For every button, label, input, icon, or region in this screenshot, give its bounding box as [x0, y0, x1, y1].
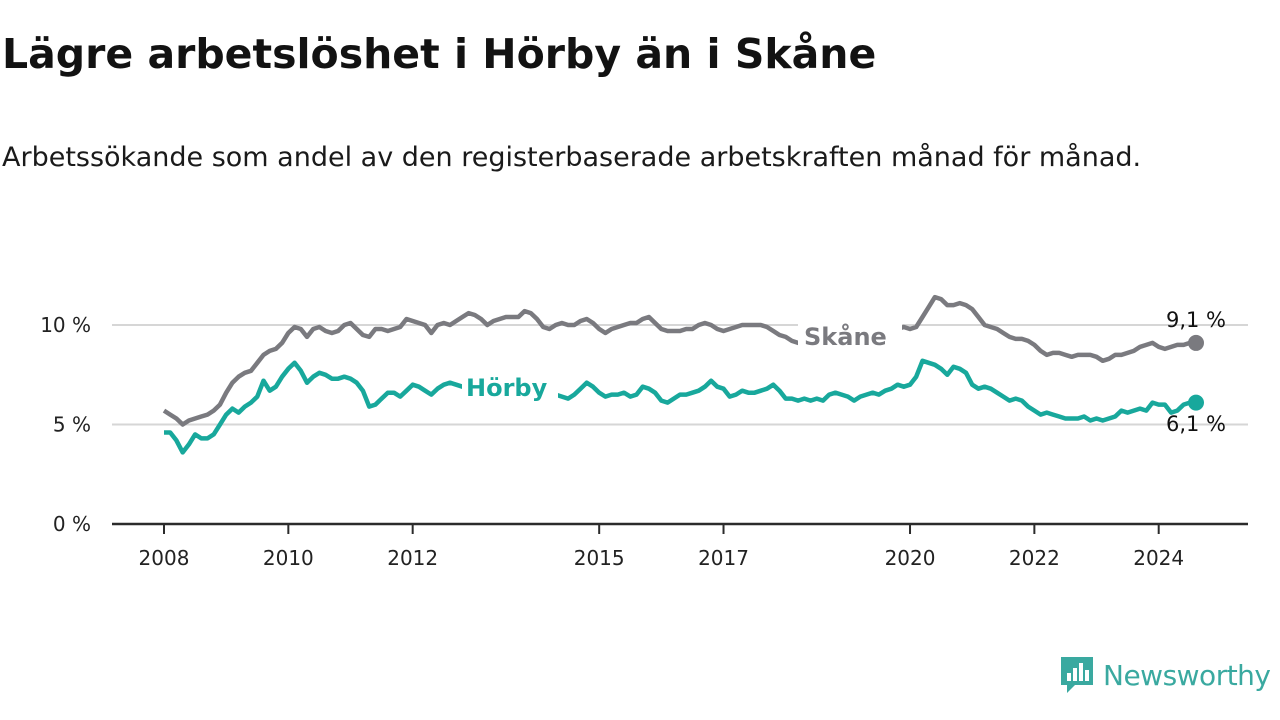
x-tick-label: 2022	[1009, 546, 1060, 570]
x-tick-label: 2012	[387, 546, 438, 570]
brand-logo: Newsworthy	[1059, 654, 1271, 696]
y-tick-label: 5 %	[53, 413, 91, 437]
brand-name: Newsworthy	[1103, 658, 1271, 692]
series-label-horby: Hörby	[466, 374, 548, 402]
x-tick-label: 2020	[885, 546, 936, 570]
x-tick-label: 2008	[139, 546, 190, 570]
x-tick-label: 2024	[1133, 546, 1184, 570]
end-point-horby	[1188, 394, 1204, 411]
end-label-horby: 6,1 %	[1166, 412, 1226, 436]
series-label-bg	[798, 318, 902, 352]
series-line-skane	[162, 294, 1196, 427]
y-tick-label: 10 %	[40, 313, 91, 337]
newsworthy-logo-icon	[1061, 657, 1093, 693]
series-line-horby	[164, 358, 1196, 455]
end-point-skane	[1188, 334, 1204, 351]
series-label-skane: Skåne	[804, 322, 887, 351]
chart-title: Lägre arbetslöshet i Hörby än i Skåne	[2, 30, 877, 78]
series-label-bg	[462, 369, 558, 403]
x-tick-label: 2015	[574, 546, 625, 570]
chart-subtitle: Arbetssökande som andel av den registerb…	[2, 142, 1142, 173]
end-label-skane: 9,1 %	[1166, 308, 1226, 332]
x-tick-label: 2017	[698, 546, 749, 570]
y-tick-label: 0 %	[53, 512, 91, 536]
x-tick-label: 2010	[263, 546, 314, 570]
